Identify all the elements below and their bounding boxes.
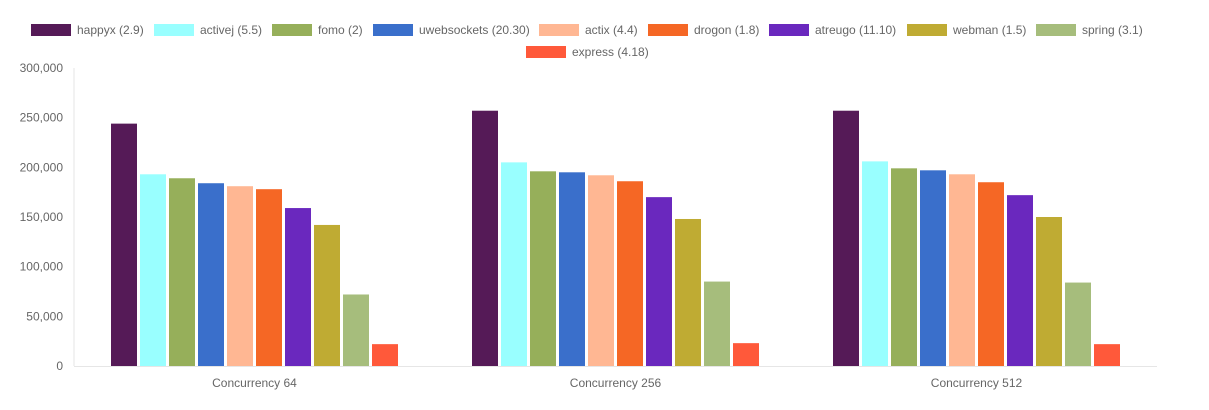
bar[interactable] xyxy=(472,110,498,366)
y-tick-label: 150,000 xyxy=(20,210,64,224)
bar[interactable] xyxy=(733,343,759,366)
bar[interactable] xyxy=(675,218,701,366)
legend-item[interactable]: drogon (1.8) xyxy=(648,23,759,37)
bar[interactable] xyxy=(530,171,556,366)
legend-label: actix (4.4) xyxy=(585,23,638,37)
bar[interactable] xyxy=(1007,195,1033,366)
bar[interactable] xyxy=(169,178,195,366)
x-tick-label: Concurrency 256 xyxy=(570,376,662,390)
legend-item[interactable]: fomo (2) xyxy=(272,23,363,37)
legend-item[interactable]: happyx (2.9) xyxy=(31,23,144,37)
legend-swatch xyxy=(526,46,566,58)
x-tick-label: Concurrency 512 xyxy=(931,376,1023,390)
bar[interactable] xyxy=(111,123,137,366)
legend-item[interactable]: spring (3.1) xyxy=(1036,23,1143,37)
bar[interactable] xyxy=(588,175,614,366)
y-tick-label: 250,000 xyxy=(20,111,64,125)
legend-label: express (4.18) xyxy=(572,45,649,59)
legend-swatch xyxy=(154,24,194,36)
legend-swatch xyxy=(539,24,579,36)
legend-swatch xyxy=(31,24,71,36)
legend-swatch xyxy=(648,24,688,36)
bar[interactable] xyxy=(978,182,1004,366)
y-tick-label: 200,000 xyxy=(20,160,64,174)
bar[interactable] xyxy=(227,186,253,366)
x-axis: Concurrency 64 Concurrency 256 Concurrency… xyxy=(74,366,1157,390)
legend-item[interactable]: atreugo (11.10) xyxy=(769,23,896,37)
bar[interactable] xyxy=(140,174,166,366)
y-tick-label: 0 xyxy=(56,359,63,373)
bar[interactable] xyxy=(920,170,946,366)
bar[interactable] xyxy=(704,281,730,366)
legend-item[interactable]: express (4.18) xyxy=(526,45,649,59)
legend-label: webman (1.5) xyxy=(952,23,1026,37)
legend: happyx (2.9) activej (5.5) fomo (2) uwebsoc… xyxy=(31,23,1143,59)
bar[interactable] xyxy=(559,172,585,366)
legend-label: uwebsockets (20.30) xyxy=(419,23,530,37)
legend-swatch xyxy=(272,24,312,36)
legend-label: spring (3.1) xyxy=(1082,23,1143,37)
bar[interactable] xyxy=(646,197,672,366)
x-tick-label: Concurrency 64 xyxy=(212,376,297,390)
y-axis: 0 50,000 100,000 150,000 200,000 250,000 300,0… xyxy=(20,61,75,373)
legend-label: atreugo (11.10) xyxy=(815,23,896,37)
legend-swatch xyxy=(373,24,413,36)
legend-swatch xyxy=(907,24,947,36)
bar[interactable] xyxy=(256,189,282,366)
y-tick-label: 50,000 xyxy=(26,309,63,323)
legend-swatch xyxy=(1036,24,1076,36)
bar[interactable] xyxy=(343,294,369,366)
bar[interactable] xyxy=(617,181,643,366)
legend-label: fomo (2) xyxy=(318,23,363,37)
legend-item[interactable]: webman (1.5) xyxy=(907,23,1026,37)
bar[interactable] xyxy=(285,208,311,366)
bar[interactable] xyxy=(833,110,859,366)
bar[interactable] xyxy=(1065,282,1091,366)
legend-label: drogon (1.8) xyxy=(694,23,759,37)
bar[interactable] xyxy=(198,183,224,366)
bar[interactable] xyxy=(949,174,975,366)
legend-item[interactable]: actix (4.4) xyxy=(539,23,638,37)
y-tick-label: 100,000 xyxy=(20,260,64,274)
bar[interactable] xyxy=(891,168,917,366)
bar[interactable] xyxy=(862,161,888,366)
bars xyxy=(111,110,1120,366)
bar[interactable] xyxy=(1094,344,1120,366)
legend-label: happyx (2.9) xyxy=(77,23,144,37)
legend-label: activej (5.5) xyxy=(200,23,262,37)
bar[interactable] xyxy=(314,224,340,366)
legend-item[interactable]: activej (5.5) xyxy=(154,23,262,37)
bar[interactable] xyxy=(1036,217,1062,366)
bar[interactable] xyxy=(372,344,398,366)
bar[interactable] xyxy=(501,162,527,366)
legend-item[interactable]: uwebsockets (20.30) xyxy=(373,23,530,37)
legend-swatch xyxy=(769,24,809,36)
y-tick-label: 300,000 xyxy=(20,61,64,75)
